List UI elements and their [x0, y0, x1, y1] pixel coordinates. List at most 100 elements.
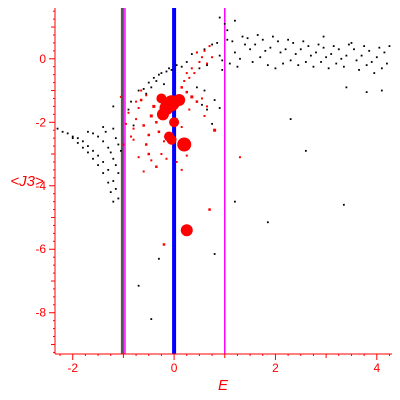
black-point — [147, 81, 150, 84]
black-point — [132, 124, 135, 127]
black-point — [261, 38, 264, 41]
black-point — [92, 132, 94, 135]
black-point — [127, 108, 130, 111]
red-point — [180, 86, 183, 89]
x-tick-label: -2 — [67, 361, 78, 375]
black-point — [325, 56, 328, 59]
black-point — [231, 40, 234, 43]
black-point — [348, 43, 350, 46]
black-point — [107, 146, 110, 149]
black-point — [226, 29, 229, 32]
black-point — [335, 62, 338, 65]
red-point — [137, 156, 140, 159]
red-point — [195, 51, 198, 54]
black-point — [304, 149, 307, 152]
red-point — [119, 95, 122, 98]
black-point — [163, 83, 165, 86]
red-point — [155, 121, 158, 124]
black-point — [114, 188, 117, 190]
black-point — [284, 48, 287, 51]
vertical-lines — [120, 8, 226, 354]
x-tick-label: 4 — [373, 361, 380, 375]
red-point — [145, 94, 148, 97]
black-point — [297, 64, 300, 67]
black-point — [383, 51, 386, 54]
black-point — [279, 51, 282, 54]
red-point — [213, 128, 217, 132]
black-point — [353, 48, 355, 51]
black-point — [244, 43, 246, 46]
black-point — [117, 143, 120, 146]
black-point — [87, 145, 89, 147]
black-point — [107, 168, 110, 171]
black-point — [218, 107, 221, 109]
black-point — [170, 68, 173, 71]
black-point — [322, 46, 325, 49]
red-point — [177, 137, 192, 152]
black-point — [206, 64, 208, 67]
black-point — [109, 191, 112, 194]
red-point — [130, 135, 133, 138]
black-point — [327, 67, 330, 70]
black-point — [272, 35, 274, 38]
axes — [49, 8, 392, 360]
black-point — [370, 61, 373, 63]
black-point — [114, 164, 117, 167]
x-axis-title: E — [218, 377, 229, 394]
black-point — [71, 137, 74, 140]
y-tick-label: -6 — [35, 242, 46, 256]
red-point — [162, 140, 165, 143]
red-point — [156, 93, 167, 104]
red-point — [175, 118, 178, 121]
black-point — [254, 43, 257, 46]
black-point — [249, 48, 252, 51]
black-point — [211, 43, 213, 46]
black-point — [216, 42, 219, 44]
black-point — [102, 161, 105, 163]
black-point — [223, 22, 226, 25]
red-point — [190, 95, 194, 99]
black-point — [185, 61, 188, 63]
black-point — [114, 137, 117, 140]
black-point — [152, 76, 155, 79]
black-point — [241, 35, 244, 38]
y-tick-label: -4 — [35, 179, 46, 193]
black-point — [228, 62, 231, 65]
black-point — [317, 43, 320, 46]
red-point — [208, 208, 211, 211]
black-point — [380, 89, 383, 92]
black-point — [368, 49, 371, 52]
black-point — [332, 45, 335, 47]
black-point — [213, 253, 216, 255]
red-point — [149, 114, 153, 118]
red-point — [166, 134, 177, 145]
black-point — [206, 108, 208, 111]
red-point — [156, 108, 169, 121]
black-point — [378, 46, 381, 49]
black-point — [266, 64, 269, 67]
red-point — [203, 114, 206, 117]
red-point — [137, 106, 140, 109]
black-point — [246, 37, 249, 40]
black-point — [109, 151, 112, 154]
red-point — [142, 124, 145, 127]
black-point — [386, 62, 388, 65]
black-point — [350, 42, 353, 44]
black-point — [195, 86, 198, 89]
black-point — [119, 149, 122, 152]
black-point — [365, 64, 368, 67]
black-point — [213, 99, 216, 101]
black-point — [388, 45, 391, 47]
red-point — [142, 170, 145, 173]
black-point — [234, 19, 236, 22]
black-point — [330, 53, 333, 55]
black-point — [66, 132, 69, 135]
black-point — [294, 53, 297, 55]
black-point — [117, 172, 120, 174]
red-point — [200, 97, 203, 100]
black-point — [157, 73, 160, 76]
x-tick-label: 2 — [272, 361, 279, 375]
black-point — [76, 142, 79, 144]
red-point — [157, 130, 161, 134]
